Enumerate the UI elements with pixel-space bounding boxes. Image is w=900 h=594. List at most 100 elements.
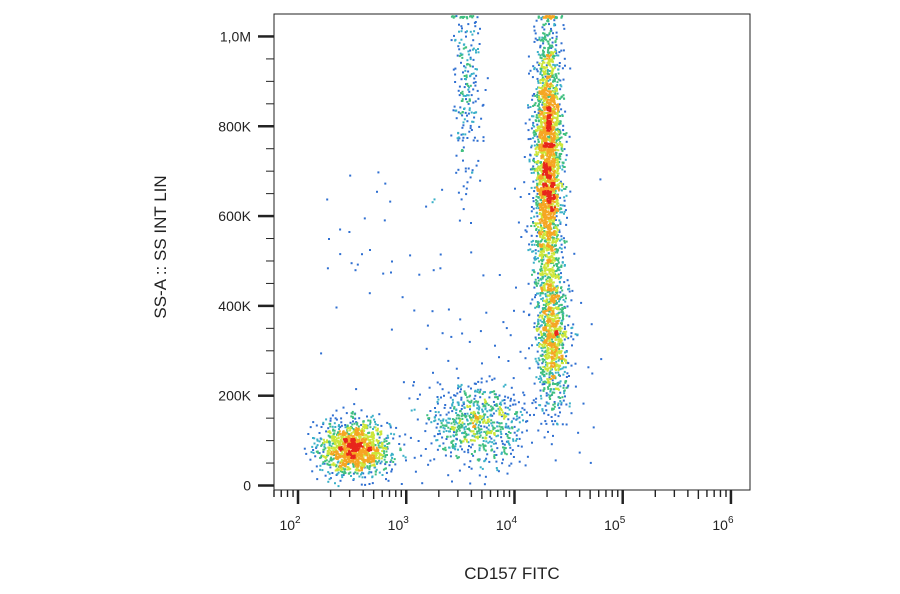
event-dot [531,243,534,246]
event-dot [426,414,429,417]
event-dot [541,78,544,81]
event-dot [566,279,569,282]
event-dot [542,248,545,251]
event-dot [328,460,331,463]
event-dot [550,443,553,446]
event-dot [537,342,540,344]
event-dot [447,421,450,424]
event-dot [482,444,485,447]
event-dot [560,42,563,45]
event-dot [556,106,559,109]
event-dot [464,69,467,72]
event-dot [368,453,370,456]
event-dot [538,149,541,152]
event-dot [310,451,313,454]
event-dot [562,373,565,376]
event-dot [556,88,559,90]
event-dot [562,366,565,369]
event-dot [328,444,331,447]
event-dot [552,167,555,170]
event-dot [545,308,547,311]
event-dot [459,410,461,413]
event-dot [540,397,543,400]
event-dot [468,130,471,133]
event-dot [466,396,469,399]
event-dot [537,16,540,19]
event-dot [500,433,503,435]
event-dot [538,326,541,329]
event-dot [548,319,550,322]
event-dot [558,304,561,307]
event-dot [557,374,560,377]
event-dot [557,149,560,152]
event-dot [558,300,560,303]
event-dot [542,52,545,55]
event-dot [537,112,540,115]
event-dot [343,456,346,459]
event-dot [569,190,572,193]
event-dot [469,65,472,68]
event-dot [539,134,542,137]
event-dot [383,219,386,222]
event-dot [455,454,458,457]
event-dot [332,428,335,431]
event-dot [547,321,550,324]
event-dot [470,411,473,414]
event-dot [492,412,495,415]
event-dot [468,445,470,448]
event-dot [323,440,326,443]
event-dot [457,402,460,405]
event-dot [563,212,565,215]
event-dot [562,399,565,402]
event-dot [449,430,451,433]
event-dot [368,456,371,459]
event-dot [540,177,542,180]
event-dot [352,428,355,431]
event-dot [542,37,545,40]
event-dot [549,215,552,218]
event-dot [539,108,542,111]
event-dot [412,384,415,387]
event-dot [555,363,558,366]
event-dot [555,146,558,148]
event-dot [434,414,437,417]
event-dot [342,461,344,464]
event-dot [378,441,381,444]
event-dot [324,457,327,460]
event-dot [547,55,550,58]
event-dot [482,274,485,277]
event-dot [399,449,402,452]
event-dot [565,386,568,389]
event-dot [477,405,480,408]
event-dot [537,173,540,176]
event-dot [342,433,345,436]
event-dot [551,113,554,116]
event-dot [541,383,544,386]
event-dot [550,280,553,283]
event-dot [567,324,570,327]
event-dot [553,388,556,391]
event-dot [391,260,393,263]
event-dot [502,446,504,449]
event-dot [554,73,557,76]
event-dot [343,454,346,456]
event-dot [553,402,556,405]
event-dot [552,343,555,346]
event-dot [568,290,571,293]
event-dot [470,430,473,433]
event-dot [516,417,519,420]
event-dot [342,442,345,445]
event-dot [369,442,371,445]
event-dot [551,236,554,239]
event-dot [457,111,460,114]
event-dot [552,57,555,60]
event-dot [541,260,544,263]
event-dot [466,120,469,123]
event-dot [546,235,549,238]
event-dot [449,455,452,458]
event-dot [463,432,466,435]
event-dot [531,94,534,97]
event-dot [371,447,374,450]
event-dot [546,283,549,286]
event-dot [537,245,539,248]
